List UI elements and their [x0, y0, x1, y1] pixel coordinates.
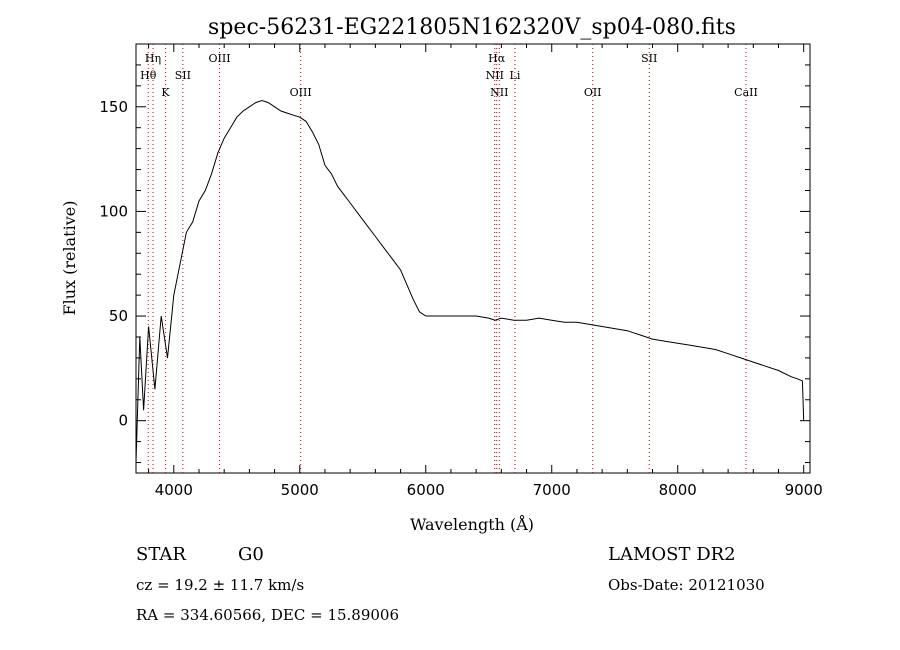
y-tick-label: 100: [99, 202, 128, 220]
x-tick-label: 9000: [785, 481, 823, 499]
spectral-line-label: OII: [584, 86, 602, 99]
spectral-line-label: SII: [641, 52, 657, 65]
object-class: STAR: [136, 544, 186, 565]
object-subclass: G0: [238, 544, 264, 565]
survey-label: LAMOST DR2: [608, 544, 736, 565]
x-tick-label: 4000: [155, 481, 193, 499]
spectral-line-label: CaII: [734, 86, 758, 99]
y-axis-ticks: 0 50 100 150: [99, 64, 810, 464]
y-tick-label: 0: [118, 412, 128, 430]
x-axis-ticks: 4000 5000 6000 7000 8000 9000: [148, 44, 823, 499]
x-tick-label: 7000: [533, 481, 571, 499]
x-axis-label: Wavelength (Å): [410, 514, 534, 534]
spectral-line-label: NII: [490, 86, 508, 99]
spectral-line-label: Hη: [145, 52, 161, 65]
flux-series-line: [135, 99, 805, 463]
y-tick-label: 50: [109, 307, 128, 325]
spectral-line-label: Hα: [488, 52, 506, 65]
spectral-line-label: K: [161, 86, 170, 99]
redshift-text: cz = 19.2 ± 11.7 km/s: [136, 576, 304, 594]
spectral-line-label: NII: [486, 69, 504, 82]
obs-date-text: Obs-Date: 20121030: [608, 576, 765, 594]
x-tick-label: 6000: [407, 481, 445, 499]
spectral-line-markers: [147, 44, 747, 473]
spectral-line-label: SII: [175, 69, 191, 82]
spectral-line-label: OIII: [208, 52, 230, 65]
y-tick-label: 150: [99, 98, 128, 116]
chart-title: spec-56231-EG221805N162320V_sp04-080.fit…: [208, 15, 736, 40]
plot-frame: [135, 43, 811, 474]
spectral-line-label: Li: [510, 69, 521, 82]
coordinates-text: RA = 334.60566, DEC = 15.89006: [136, 606, 399, 624]
y-axis-label: Flux (relative): [60, 201, 79, 316]
spectral-line-label: Hθ: [140, 69, 157, 82]
x-tick-label: 8000: [659, 481, 697, 499]
spectral-line-label: OIII: [290, 86, 312, 99]
x-tick-label: 5000: [281, 481, 319, 499]
